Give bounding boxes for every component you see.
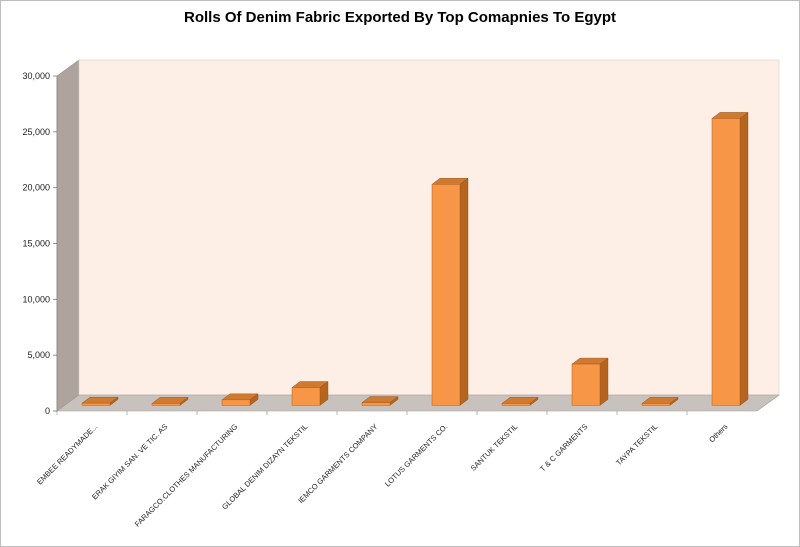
bar: [501, 403, 531, 406]
x-tick-label: TAYPA TEKSTIL: [614, 422, 659, 467]
bar: [641, 403, 671, 406]
x-tick-label: IEMCO GARMENTS COMPANY: [296, 422, 379, 505]
x-tick-label: ERAK GIYIM SAN. VE TIC. AS: [90, 422, 169, 501]
bar: [711, 118, 741, 406]
bar: [151, 403, 181, 406]
y-tick-label: 10,000: [22, 294, 50, 304]
y-tick-label: 15,000: [22, 239, 50, 249]
bar: [571, 363, 601, 406]
bar: [361, 402, 391, 406]
bar-side: [459, 177, 469, 406]
y-tick-label: 25,000: [22, 127, 50, 137]
bar: [291, 387, 321, 406]
bar: [81, 402, 111, 406]
chart-title: Rolls Of Denim Fabric Exported By Top Co…: [184, 9, 616, 26]
bar: [431, 184, 461, 406]
bar: [221, 399, 251, 406]
y-tick-label: 20,000: [22, 183, 50, 193]
bar-side: [739, 112, 749, 406]
bar-side: [599, 357, 609, 406]
y-tick-label: 0: [45, 406, 50, 416]
y-tick-label: 5,000: [27, 350, 50, 360]
x-tick-label: LOTUS GARMENTS CO.: [383, 422, 449, 488]
x-tick-label: EMBEE READYMADE...: [35, 422, 99, 486]
back-wall: [78, 59, 780, 396]
y-tick-label: 30,000: [22, 71, 50, 81]
x-tick-label: Others: [707, 422, 729, 444]
x-tick-label: T & C GARMENTS: [538, 422, 589, 473]
x-tick-label: SANTUK TEKSTIL: [469, 422, 520, 473]
side-wall: [56, 59, 80, 412]
